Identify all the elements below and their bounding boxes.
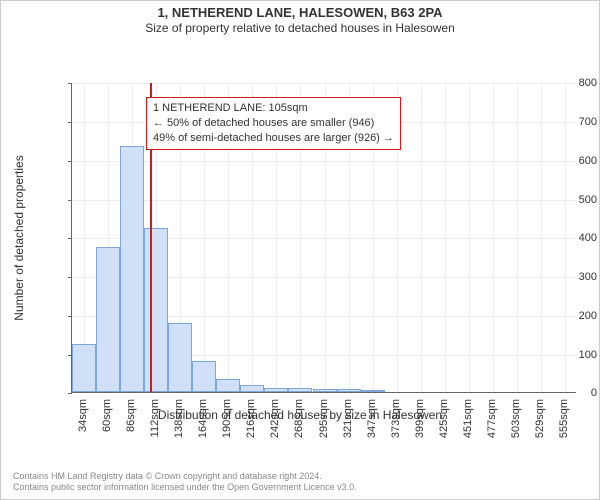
chart-outer: Number of detached properties 1 NETHEREN… bbox=[1, 38, 600, 443]
attribution: Contains HM Land Registry data © Crown c… bbox=[13, 471, 357, 494]
y-tick-label: 700 bbox=[63, 116, 597, 128]
y-tick-label: 200 bbox=[63, 310, 597, 322]
y-tick-label: 500 bbox=[63, 194, 597, 206]
x-axis-label: Distribution of detached houses by size … bbox=[1, 408, 599, 422]
chart-frame: 1, NETHEREND LANE, HALESOWEN, B63 2PA Si… bbox=[0, 0, 600, 500]
y-tick-label: 800 bbox=[63, 77, 597, 89]
y-axis-label: Number of detached properties bbox=[12, 156, 26, 321]
y-tick-label: 0 bbox=[63, 387, 597, 399]
page-subtitle: Size of property relative to detached ho… bbox=[1, 21, 599, 38]
y-tick-label: 300 bbox=[63, 271, 597, 283]
info-box-line: 49% of semi-detached houses are larger (… bbox=[153, 131, 394, 146]
attribution-line-2: Contains public sector information licen… bbox=[13, 482, 357, 493]
info-box-line: 1 NETHEREND LANE: 105sqm bbox=[153, 101, 394, 116]
y-tick-label: 600 bbox=[63, 155, 597, 167]
attribution-line-1: Contains HM Land Registry data © Crown c… bbox=[13, 471, 357, 482]
y-tick-label: 400 bbox=[63, 232, 597, 244]
page-title: 1, NETHEREND LANE, HALESOWEN, B63 2PA bbox=[1, 1, 599, 21]
y-tick-label: 100 bbox=[63, 349, 597, 361]
